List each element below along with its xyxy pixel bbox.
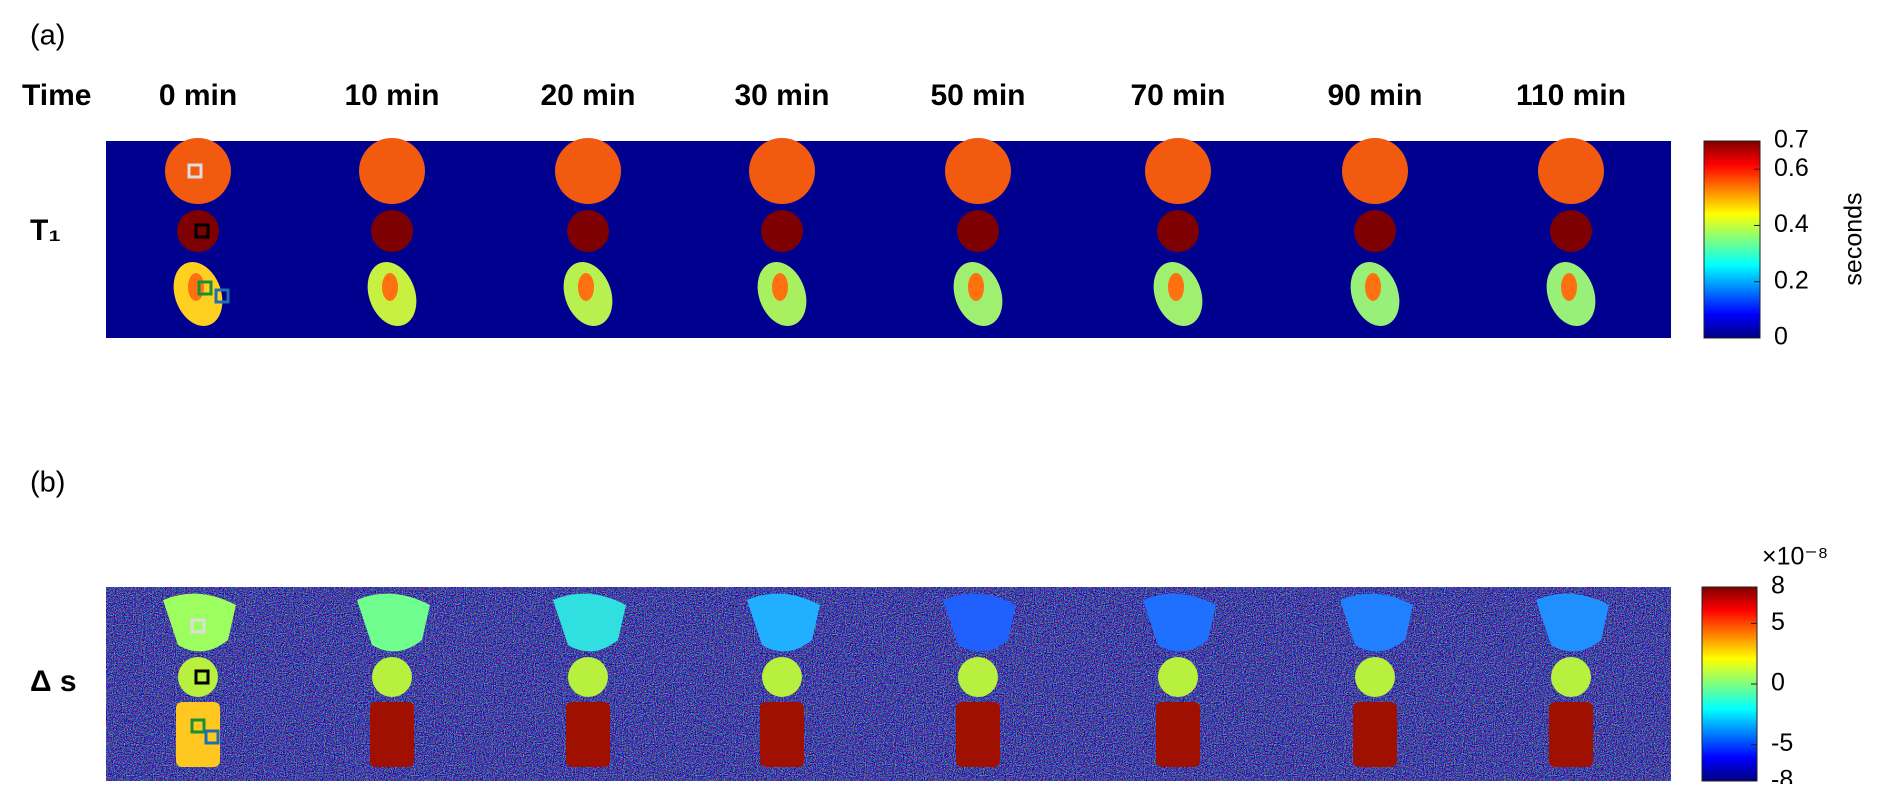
colorbar-tick-label: 0.6 [1774, 154, 1809, 182]
tube-top [555, 138, 621, 204]
tissue-core [382, 273, 398, 301]
ds-top [1340, 593, 1413, 652]
tissue-core [1365, 273, 1381, 301]
colorbar-tick-label: 0 [1774, 323, 1788, 351]
ds-bottom [370, 702, 414, 767]
time-header: 50 min [930, 79, 1025, 112]
ds-bottom [1353, 702, 1397, 767]
colorbar-tick-label: -8 [1771, 766, 1793, 784]
tube-top [165, 138, 231, 204]
ds-column [943, 593, 1016, 767]
phantoms [163, 138, 1609, 767]
tissue-core [188, 273, 204, 301]
tissue-core [1168, 273, 1184, 301]
roi [187, 163, 203, 179]
roi [190, 618, 206, 634]
colorbar-tick-label: 5 [1771, 608, 1785, 636]
ds-bottom [566, 702, 610, 767]
time-header: 0 min [159, 79, 237, 112]
ds-column [163, 593, 236, 767]
roi [197, 280, 213, 296]
tube-mid [1550, 210, 1592, 252]
ds-bottom [1156, 702, 1200, 767]
tissue-core [578, 273, 594, 301]
tube-top [945, 138, 1011, 204]
ds-mid [958, 657, 998, 697]
ds-mid [372, 657, 412, 697]
colorbar-tick-label: 0.4 [1774, 210, 1809, 238]
tube-mid [1157, 210, 1199, 252]
ds-mid [1551, 657, 1591, 697]
row-label: T₁ [30, 214, 61, 247]
roi [190, 718, 206, 734]
ds-top [163, 593, 236, 652]
colorbar-tick-label: 0.7 [1774, 126, 1809, 154]
roi [194, 669, 210, 685]
ds-column [1340, 593, 1413, 767]
colorbar-tick-label: 8 [1771, 572, 1785, 600]
ds-mid [1158, 657, 1198, 697]
tube-mid [1354, 210, 1396, 252]
ds-mid [1355, 657, 1395, 697]
time-header: 90 min [1327, 79, 1422, 112]
colorbar-tick-label: -5 [1771, 729, 1793, 757]
time-header: 30 min [734, 79, 829, 112]
ds-top [553, 593, 626, 652]
roi [204, 729, 220, 745]
row-header: Time [22, 79, 91, 112]
colorbar-b [1701, 586, 1758, 782]
panel-label: (b) [30, 467, 65, 499]
ds-column [1143, 593, 1216, 767]
roi [194, 223, 210, 239]
tube-mid [761, 210, 803, 252]
t1-map [106, 141, 1671, 338]
ds-bottom [956, 702, 1000, 767]
tube-top [359, 138, 425, 204]
tube-mid [957, 210, 999, 252]
ds-bottom [760, 702, 804, 767]
row-label: Δ s [30, 665, 77, 698]
time-header: 110 min [1516, 79, 1626, 112]
tube-top [1342, 138, 1408, 204]
ds-column [747, 593, 820, 767]
tube-mid [177, 210, 219, 252]
colorbar-tick-label: 0.2 [1774, 266, 1809, 294]
colorbar-tick-label: 0 [1771, 669, 1785, 697]
panel-label: (a) [30, 20, 65, 52]
ds-mid [762, 657, 802, 697]
ds-bottom [176, 702, 220, 767]
colorbar-a [1703, 140, 1761, 339]
tissue-core [1561, 273, 1577, 301]
tube-mid [567, 210, 609, 252]
ds-top [943, 593, 1016, 652]
ds-mid [568, 657, 608, 697]
ds-top [1143, 593, 1216, 652]
ds-top [357, 593, 430, 652]
time-header: 70 min [1130, 79, 1225, 112]
ds-mid [178, 657, 218, 697]
ds-column [1536, 593, 1609, 767]
tube-top [1145, 138, 1211, 204]
tissue-core [968, 273, 984, 301]
roi [214, 288, 230, 304]
ds-top [1536, 593, 1609, 652]
time-header: 20 min [540, 79, 635, 112]
time-header: 10 min [344, 79, 439, 112]
colorbar-unit: seconds [1840, 192, 1868, 285]
ds-column [357, 593, 430, 767]
ds-bottom [1549, 702, 1593, 767]
tube-mid [371, 210, 413, 252]
tube-top [749, 138, 815, 204]
tube-top [1538, 138, 1604, 204]
colorbar-multiplier: ×10⁻⁸ [1762, 543, 1828, 571]
tissue-core [772, 273, 788, 301]
ds-top [747, 593, 820, 652]
ds-column [553, 593, 626, 767]
ds-noise [106, 587, 1671, 781]
